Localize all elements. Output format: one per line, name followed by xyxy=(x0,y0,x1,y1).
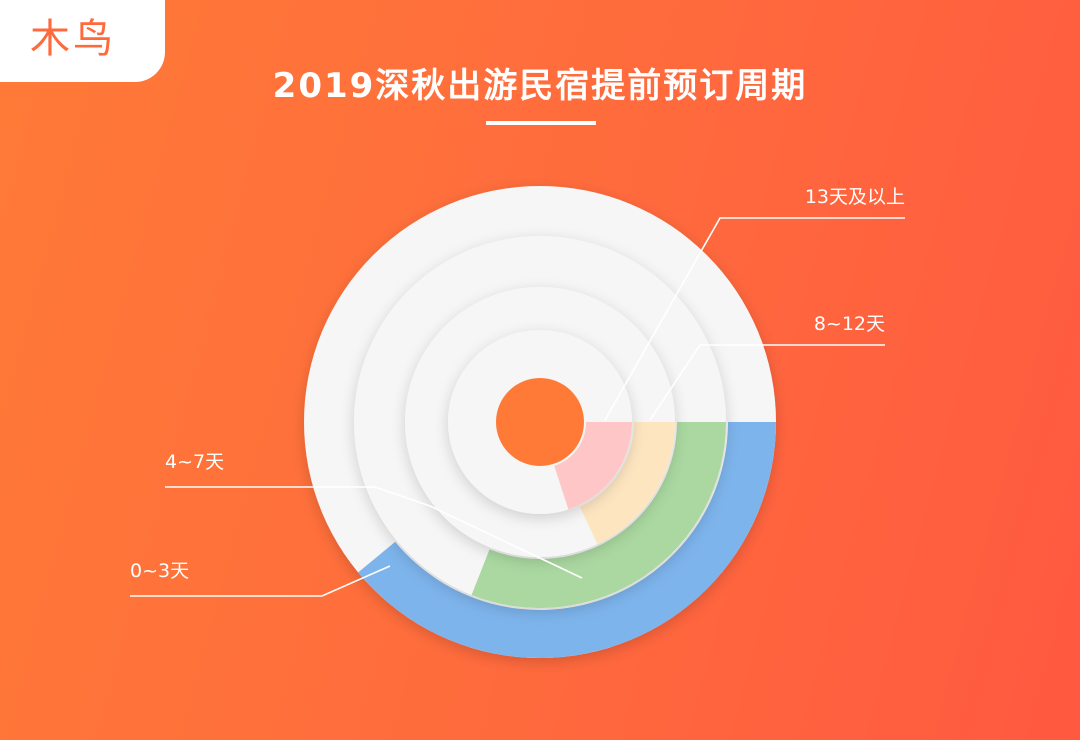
series-label: 13天及以上 xyxy=(805,186,905,208)
logo-text: 木鸟 xyxy=(30,16,116,62)
callout-line xyxy=(130,565,391,597)
ring-bar xyxy=(580,422,675,545)
series-label: 4~7天 xyxy=(165,451,224,473)
callout-line xyxy=(649,344,885,421)
series-label: 8~12天 xyxy=(814,313,885,335)
logo-badge: 木鸟 xyxy=(0,0,165,82)
ring-bar xyxy=(471,422,726,608)
ring-bar xyxy=(554,422,632,510)
series-label: 0~3天 xyxy=(130,560,189,582)
title-underline xyxy=(486,121,596,125)
callout-line xyxy=(604,217,905,421)
callout-line xyxy=(165,486,583,579)
chart-title: 2019深秋出游民宿提前预订周期 xyxy=(272,66,808,106)
center-dot xyxy=(496,378,584,466)
ring-bar xyxy=(358,422,776,658)
